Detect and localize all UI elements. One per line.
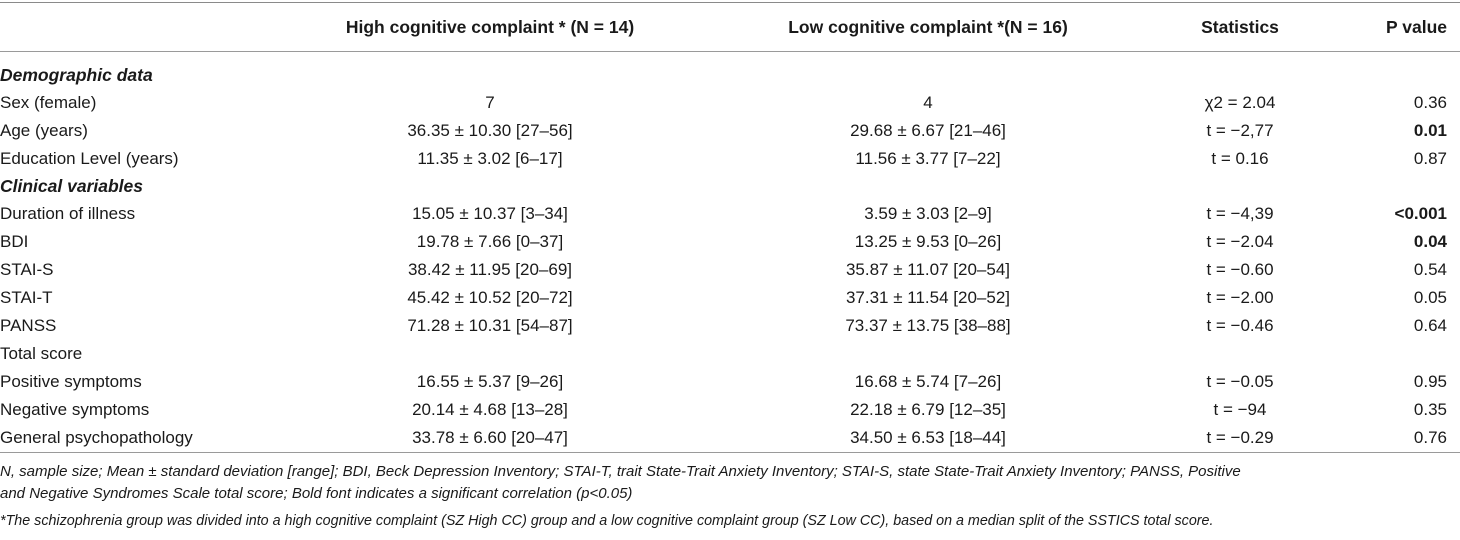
cell-high-cc: 16.55 ± 5.37 [9–26]: [416, 372, 564, 391]
section-demographic: Demographic data: [0, 62, 1460, 89]
row-label: BDI: [0, 232, 29, 251]
cell-low-cc: 11.56 ± 3.77 [7–22]: [855, 149, 1001, 168]
cell-high-cc: 45.42 ± 10.52 [20–72]: [407, 288, 573, 307]
cell-low-cc: 16.68 ± 5.74 [7–26]: [854, 372, 1002, 391]
table-top-rule: [0, 2, 1460, 3]
footnote-abbreviations-2: and Negative Syndromes Scale total score…: [0, 485, 633, 502]
row-label: PANSS: [0, 316, 57, 335]
cell-high-cc: 20.14 ± 4.68 [13–28]: [412, 400, 568, 419]
table-row: PANSS 71.28 ± 10.31 [54–87] 73.37 ± 13.75 …: [0, 312, 1460, 339]
cell-statistic: t = −0.46: [1206, 316, 1274, 335]
table-row: Sex (female) 7 4 χ2 = 2.04 0.36: [0, 89, 1460, 116]
table-row: STAI-S 38.42 ± 11.95 [20–69] 35.87 ± 11.07…: [0, 256, 1460, 283]
section-title: Clinical variables: [0, 176, 143, 196]
cell-statistic: t = −94: [1213, 400, 1267, 419]
cell-p-value: 0.87: [1413, 149, 1447, 168]
cell-statistic: t = −2.04: [1206, 232, 1274, 251]
row-label: Sex (female): [0, 93, 97, 112]
row-label: Education Level (years): [0, 149, 179, 168]
table-row: Duration of illness 15.05 ± 10.37 [3–34] 3…: [0, 200, 1460, 227]
row-label: Negative symptoms: [0, 400, 150, 419]
footnote-abbreviations-1: N, sample size; Mean ± standard deviatio…: [0, 463, 1241, 480]
cell-statistic: t = −4,39: [1206, 204, 1274, 223]
cell-statistic: χ2 = 2.04: [1204, 93, 1276, 112]
table-row: Age (years) 36.35 ± 10.30 [27–56] 29.68 ± …: [0, 117, 1460, 144]
cell-high-cc: 36.35 ± 10.30 [27–56]: [407, 121, 573, 140]
cell-high-cc: 38.42 ± 11.95 [20–69]: [407, 260, 573, 279]
cell-statistic: t = −2,77: [1206, 121, 1274, 140]
cell-high-cc: 19.78 ± 7.66 [0–37]: [416, 232, 564, 251]
cell-high-cc: 7: [485, 93, 495, 112]
cell-low-cc: 22.18 ± 6.79 [12–35]: [850, 400, 1006, 419]
header-high-cc: High cognitive complaint * (N = 14): [345, 17, 635, 37]
row-label: Total score: [0, 344, 83, 363]
table-row: STAI-T 45.42 ± 10.52 [20–72] 37.31 ± 11.54…: [0, 284, 1460, 311]
cell-p-value: 0.76: [1413, 428, 1447, 447]
table-row: BDI 19.78 ± 7.66 [0–37] 13.25 ± 9.53 [0–26…: [0, 228, 1460, 255]
cell-high-cc: 33.78 ± 6.60 [20–47]: [412, 428, 568, 447]
footnote-group-split: *The schizophrenia group was divided int…: [0, 513, 1214, 529]
cell-p-value: 0.04: [1413, 232, 1447, 251]
cell-p-value: 0.01: [1413, 121, 1447, 140]
row-label: STAI-S: [0, 260, 54, 279]
cell-high-cc: 71.28 ± 10.31 [54–87]: [407, 316, 573, 335]
cell-low-cc: 13.25 ± 9.53 [0–26]: [854, 232, 1002, 251]
section-title: Demographic data: [0, 65, 153, 85]
cell-high-cc: 15.05 ± 10.37 [3–34]: [412, 204, 568, 223]
row-label: Age (years): [0, 121, 88, 140]
cell-p-value: 0.54: [1413, 260, 1447, 279]
header-low-cc: Low cognitive complaint *(N = 16): [788, 17, 1068, 37]
cell-low-cc: 29.68 ± 6.67 [21–46]: [850, 121, 1006, 140]
cell-p-value: 0.95: [1413, 372, 1447, 391]
cell-p-value: 0.64: [1413, 316, 1447, 335]
section-clinical: Clinical variables: [0, 173, 1460, 200]
cell-low-cc: 4: [923, 93, 933, 112]
cell-high-cc: 11.35 ± 3.02 [6–17]: [417, 149, 563, 168]
row-label: Positive symptoms: [0, 372, 142, 391]
cell-statistic: t = 0.16: [1211, 149, 1269, 168]
cell-low-cc: 37.31 ± 11.54 [20–52]: [845, 288, 1011, 307]
header-statistics: Statistics: [1201, 17, 1279, 37]
cell-p-value: <0.001: [1394, 204, 1447, 223]
cell-low-cc: 73.37 ± 13.75 [38–88]: [845, 316, 1011, 335]
cell-low-cc: 34.50 ± 6.53 [18–44]: [850, 428, 1006, 447]
cell-p-value: 0.36: [1413, 93, 1447, 112]
table-header-row: High cognitive complaint * (N = 14) Low …: [0, 12, 1460, 42]
cell-low-cc: 3.59 ± 3.03 [2–9]: [864, 204, 992, 223]
table-row: Education Level (years) 11.35 ± 3.02 [6–1…: [0, 145, 1460, 172]
row-label: STAI-T: [0, 288, 53, 307]
table-bottom-rule: [0, 452, 1460, 453]
table-row: General psychopathology 33.78 ± 6.60 [20–…: [0, 424, 1460, 451]
header-rule: [0, 51, 1460, 52]
header-p-value: P value: [1386, 17, 1447, 37]
table-row: Positive symptoms 16.55 ± 5.37 [9–26] 16.6…: [0, 368, 1460, 395]
cell-statistic: t = −0.05: [1206, 372, 1274, 391]
row-label: Duration of illness: [0, 204, 136, 223]
table-row: Negative symptoms 20.14 ± 4.68 [13–28] 22.…: [0, 396, 1460, 423]
cell-p-value: 0.35: [1413, 400, 1447, 419]
table-row: Total score: [0, 340, 1460, 367]
cell-p-value: 0.05: [1413, 288, 1447, 307]
row-label: General psychopathology: [0, 428, 193, 447]
cell-low-cc: 35.87 ± 11.07 [20–54]: [845, 260, 1011, 279]
cell-statistic: t = −0.60: [1206, 260, 1274, 279]
cell-statistic: t = −2.00: [1206, 288, 1274, 307]
cell-statistic: t = −0.29: [1206, 428, 1274, 447]
